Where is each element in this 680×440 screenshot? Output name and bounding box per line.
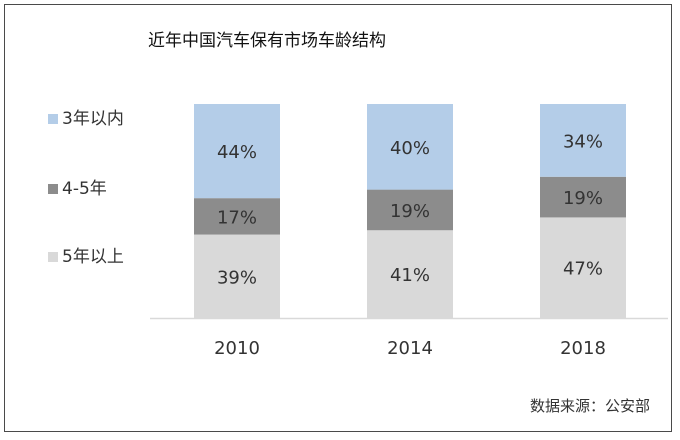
data-label-2014-2: 40% [390, 138, 430, 159]
bar-segment-2010-0 [194, 234, 280, 318]
bar-segment-2014-0 [367, 230, 453, 318]
legend-label-2: 5年以上 [62, 247, 124, 267]
bar-segment-2014-1 [367, 189, 453, 231]
chart-title: 近年中国汽车保有市场车龄结构 [148, 31, 386, 51]
x-tick-labels: 2010 2014 2018 [214, 338, 606, 359]
data-label-2018-1: 19% [563, 188, 603, 209]
x-tick-2018: 2018 [560, 338, 606, 359]
data-label-2018-0: 47% [563, 259, 603, 280]
legend: 3年以内 4-5年 5年以上 [48, 109, 124, 267]
bar-segment-2018-1 [540, 176, 626, 218]
bar-segment-2010-2 [194, 104, 280, 199]
legend-swatch-2 [48, 252, 58, 262]
source-note: 数据来源：公安部 [530, 397, 650, 415]
legend-swatch-0 [48, 114, 58, 124]
x-tick-2014: 2014 [387, 338, 433, 359]
bar-segment-2010-1 [194, 198, 280, 235]
bar-segment-2018-2 [540, 104, 626, 177]
data-label-2014-1: 19% [390, 201, 430, 222]
bars-group: 39% 17% 44% 41% 19% 40% 47% 19% 34% [194, 104, 626, 318]
bar-segment-2014-2 [367, 104, 453, 190]
legend-label-0: 3年以内 [62, 109, 124, 129]
bar-segment-2018-0 [540, 217, 626, 318]
x-tick-2010: 2010 [214, 338, 260, 359]
legend-label-1: 4-5年 [62, 179, 107, 199]
data-label-2014-0: 41% [390, 265, 430, 286]
data-label-2010-2: 44% [217, 142, 257, 163]
data-label-2010-1: 17% [217, 207, 257, 228]
legend-swatch-1 [48, 184, 58, 194]
data-label-2018-2: 34% [563, 131, 603, 152]
data-label-2010-0: 39% [217, 267, 257, 288]
